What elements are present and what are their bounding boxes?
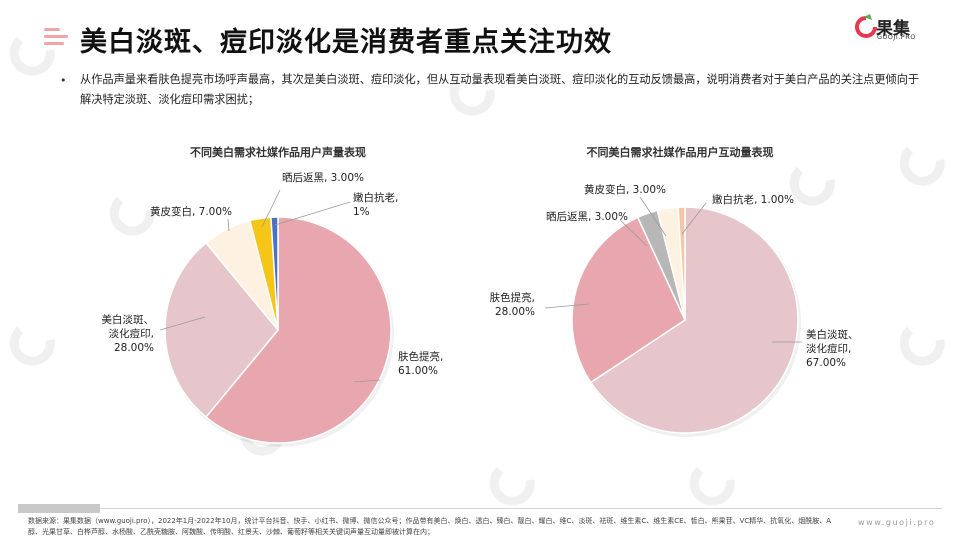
leader-line [274,201,351,226]
pie-slice [164,241,279,419]
slice-label: 嫩白抗老, 1% [353,191,398,218]
chart-title: 不同美白需求社媒作品用户声量表现 [190,145,366,159]
page-title: 美白淡斑、痘印淡化是消费者重点关注功效 [80,27,612,58]
pie-slice [589,206,799,434]
slice-label: 美白淡斑、淡化痘印, 67.00% [806,328,859,369]
brand-logo-icon [855,14,877,38]
chart-title: 不同美白需求社媒作品用户互动量表现 [587,145,774,159]
data-source-note: 数据来源：果集数据（www.guoji.pro），2022年1月-2022年10… [28,517,832,536]
leader-line [353,379,381,383]
pie-slice [677,206,686,321]
slice-label: 黄皮变白, 7.00% [150,205,232,218]
slice-label: 嫩白抗老, 1.00% [712,193,794,206]
header-decoration [44,28,70,48]
leader-line [159,316,206,331]
site-url: www.guoji.pro [858,518,936,527]
leader-line [261,189,281,228]
leader-line [639,196,667,237]
brand-logo-text: 果集 [876,19,910,39]
pie-slice [204,216,392,444]
leader-line [227,218,230,232]
slice-label: 晒后返黑, 3.00% [282,172,364,184]
slice-label: 肤色提亮, 61.00% [398,350,443,377]
slice-label: 美白淡斑、淡化痘印, 28.00% [102,313,155,354]
slice-label: 肤色提亮, 28.00% [490,291,535,318]
bullet-marker: • [60,74,67,87]
leader-line [544,303,590,309]
summary-text: 从作品声量来看肤色提亮市场呼声最高，其次是美白淡斑、痘印淡化，但从互动量表现看美… [80,73,920,106]
brand-logo-subtext: GUOJI.PRO [877,33,916,41]
leader-line [619,219,648,247]
slice-label: 晒后返黑, 3.00% [546,211,628,223]
slice-label: 黄皮变白, 3.00% [584,183,666,196]
leader-line [681,202,707,235]
pie-slice [270,216,279,331]
footer-divider [100,508,942,509]
footer-bar [18,504,100,513]
